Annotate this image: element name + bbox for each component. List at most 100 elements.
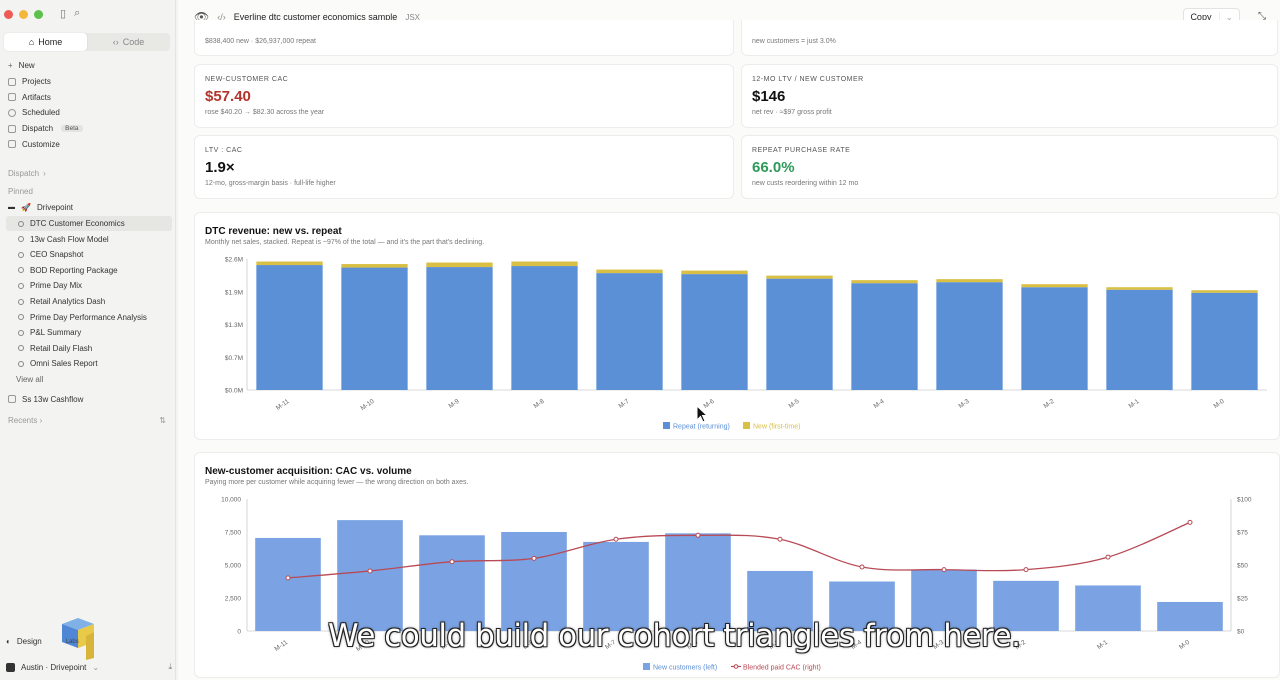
recents-section[interactable]: Recents › ⇅ — [8, 415, 166, 425]
right-y-tick-label: $50 — [1237, 563, 1248, 570]
maximize-window-button[interactable] — [34, 10, 43, 19]
pinned-item[interactable]: 13w Cash Flow Model — [6, 231, 172, 247]
minimize-window-button[interactable] — [19, 10, 28, 19]
cac-value: $57.40 — [205, 88, 251, 105]
pinned-item[interactable]: DTC Customer Economics — [6, 215, 172, 232]
ltv-value: $146 — [752, 88, 786, 105]
new-customers-bar — [747, 570, 813, 631]
chat-icon — [18, 298, 24, 305]
acquisition-chart-title: New-customer acquisition: CAC vs. volume — [205, 466, 412, 477]
cac-point — [613, 536, 619, 542]
new-customers-bar — [829, 581, 895, 631]
pinned-item[interactable]: BOD Reporting Package — [6, 263, 172, 279]
legend-label: Repeat (returning) — [673, 424, 730, 431]
window-controls — [4, 10, 43, 19]
pinned-item[interactable]: Prime Day Performance Analysis — [6, 309, 172, 325]
x-tick-label: M-4 — [872, 398, 886, 410]
revenue-chart-subtitle: Monthly net sales, stacked. Repeat is ~9… — [205, 239, 485, 246]
repeat-rate-value: 66.0% — [752, 159, 795, 176]
kpi-card-ltv: 12-MO LTV / NEW CUSTOMER $146 net rev · … — [741, 64, 1278, 128]
y-tick-label: $1.9M — [225, 289, 243, 296]
pinned-item[interactable]: Omni Sales Report — [6, 356, 172, 372]
pinned-item-label: P&L Summary — [30, 328, 82, 338]
nav-scheduled[interactable]: Scheduled — [6, 105, 172, 121]
code-icon: ‹› — [112, 37, 119, 47]
x-tick-label: M-7 — [617, 398, 631, 410]
filter-icon[interactable]: ⇅ — [159, 415, 166, 425]
code-view-icon[interactable]: ‹/› — [217, 12, 226, 22]
tab-code[interactable]: ‹› Code — [112, 37, 145, 47]
legend-label: Blended paid CAC (right) — [743, 665, 821, 672]
close-window-button[interactable] — [4, 10, 13, 19]
rocket-icon: 🚀 — [21, 203, 31, 213]
pinned-item[interactable]: Prime Day Mix — [6, 278, 172, 294]
repeat-bar — [596, 273, 663, 390]
new-bar — [426, 262, 493, 268]
new-bar — [851, 280, 918, 284]
pinned-item[interactable]: Retail Daily Flash — [6, 341, 172, 357]
file-type-label: JSX — [405, 12, 420, 22]
collapse-icon[interactable]: ⤡ — [1258, 11, 1266, 22]
repeat-bar — [1106, 289, 1173, 390]
x-tick-label: M-1 — [1127, 398, 1141, 410]
x-tick-label: M-9 — [447, 398, 461, 410]
pinned-item-label: Prime Day Performance Analysis — [30, 312, 147, 322]
dispatch-section[interactable]: Dispatch › — [8, 168, 46, 178]
pinned-item[interactable]: P&L Summary — [6, 325, 172, 341]
chevron-right-icon: › — [43, 168, 46, 178]
tab-home[interactable]: ⌂ Home — [4, 33, 87, 51]
design-labs-row[interactable]: ◐ Design Labs — [6, 637, 79, 646]
repeat-bar — [341, 267, 408, 390]
view-all-link[interactable]: View all — [16, 375, 44, 385]
new-customers-bar — [1075, 585, 1141, 631]
chevron-down-icon: ⌄ — [92, 662, 100, 672]
new-bar — [1191, 290, 1258, 293]
kpi-card-repeat-rate: REPEAT PURCHASE RATE 66.0% new custs reo… — [741, 135, 1278, 199]
legend-swatch — [643, 663, 650, 670]
mode-switch: ⌂ Home ‹› Code — [4, 33, 170, 51]
x-tick-label: M-11 — [273, 639, 289, 653]
pinned-item[interactable]: Retail Analytics Dash — [6, 294, 172, 310]
video-caption: We could build our cohort triangles from… — [328, 618, 1021, 654]
cac-line — [287, 521, 1191, 579]
customize-icon — [8, 140, 16, 149]
legend-swatch — [743, 422, 750, 429]
nav-ss-13w-cashflow[interactable]: Ss 13w Cashflow — [6, 391, 172, 407]
nav-projects[interactable]: Projects — [6, 74, 172, 90]
pinned-item[interactable]: CEO Snapshot — [6, 247, 172, 263]
cac-point — [695, 532, 701, 538]
kpi-card-ltv-cac: LTV : CAC 1.9× 12-mo, gross-margin basis… — [194, 135, 734, 199]
user-menu[interactable]: Austin · Drivepoint ⌄ ⤓ — [6, 662, 172, 672]
cac-point — [531, 555, 537, 561]
new-customers-bar — [337, 520, 403, 631]
dispatch-icon — [8, 124, 16, 133]
search-icon[interactable]: ⌕ — [74, 7, 81, 19]
new-customers-bar — [419, 535, 485, 631]
new-customers-bar — [993, 580, 1059, 631]
home-icon: ⌂ — [28, 37, 35, 47]
cac-point — [1187, 519, 1193, 525]
chevron-down-icon[interactable]: ⌄ — [1219, 11, 1233, 23]
repeat-bar — [936, 282, 1003, 390]
new-customers-bar — [583, 541, 649, 631]
nav-dispatch[interactable]: Dispatch Beta — [6, 121, 172, 137]
pinned-item-label: BOD Reporting Package — [30, 265, 118, 275]
acquisition-chart-subtitle: Paying more per customer while acquiring… — [205, 479, 469, 486]
new-customers-bar — [501, 532, 567, 631]
repeat-bar — [1021, 287, 1088, 390]
x-tick-label: M-8 — [532, 398, 546, 410]
pinned-project[interactable]: ▬ 🚀 Drivepoint — [8, 203, 73, 213]
repeat-bar — [256, 265, 323, 390]
nav-artifacts[interactable]: Artifacts — [6, 89, 172, 105]
nav-new[interactable]: + New — [8, 61, 35, 71]
labs-cube-logo — [62, 618, 94, 660]
nav-customize[interactable]: Customize — [6, 136, 172, 152]
sidebar-toggle-icon[interactable]: ▯ — [60, 8, 67, 20]
x-tick-label: M-10 — [359, 398, 375, 412]
x-tick-label: M-3 — [957, 398, 971, 410]
chat-icon — [18, 282, 24, 289]
download-icon[interactable]: ⤓ — [168, 662, 172, 671]
kpi-card-new-share: new customers = just 3.0% — [741, 20, 1278, 56]
chat-icon — [18, 220, 24, 227]
chat-icon — [18, 329, 24, 336]
